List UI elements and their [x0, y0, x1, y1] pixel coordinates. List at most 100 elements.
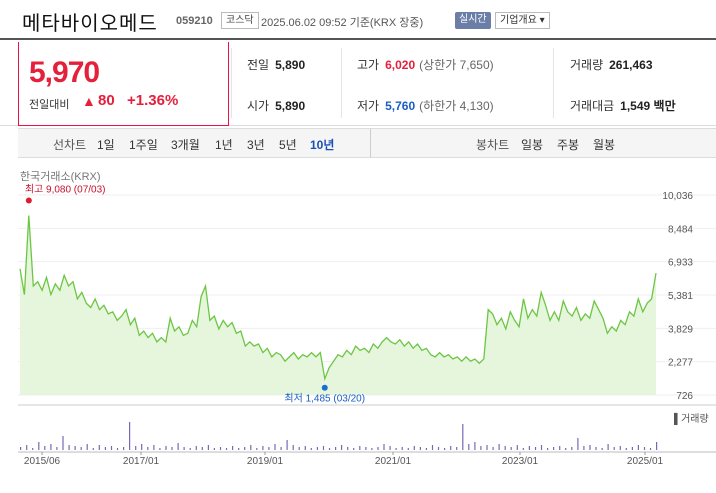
volume-bar [183, 447, 185, 450]
volume-bar [195, 446, 197, 450]
volume-bar [401, 447, 403, 450]
low-label: 최저 1,485 (03/20) [284, 393, 365, 405]
volume-bar [365, 447, 367, 450]
volume-bar [171, 447, 173, 450]
volume-bar [201, 447, 203, 450]
period-1d[interactable]: 1일 [97, 138, 115, 152]
volume-bar [80, 447, 82, 450]
candle-monthly[interactable]: 월봉 [593, 138, 616, 152]
high-marker [25, 197, 32, 204]
volume-bar [504, 446, 506, 450]
up-arrow-icon: ▲ [82, 93, 96, 109]
corp-info-dropdown[interactable]: 기업개요 ▾ [495, 12, 550, 29]
volume-bar [547, 448, 549, 450]
volume-bar [177, 443, 179, 450]
volume-bar [232, 446, 234, 450]
volume-bar [328, 448, 331, 450]
volume-bar [268, 447, 270, 450]
candle-chart-label: 봉차트 [476, 138, 510, 152]
volume-bar [480, 446, 482, 450]
volume-bar [38, 442, 40, 450]
volume-bar [649, 448, 652, 450]
volume-bar [637, 445, 639, 450]
volume-bar [123, 447, 125, 450]
volume-bar [528, 446, 530, 450]
stat-trade-amount: 거래대금 1,549 백만 [570, 99, 676, 113]
volume-bar [286, 440, 288, 450]
period-1w[interactable]: 1주일 [129, 138, 158, 152]
low-marker [321, 384, 328, 391]
candle-daily[interactable]: 일봉 [521, 138, 544, 152]
volume-bar [304, 446, 306, 450]
volume-bar [395, 448, 397, 450]
period-bar: 선차트 1일 1주일 3개월 1년 3년 5년 10년 봉차트 일봉 주봉 월봉 [18, 128, 716, 158]
candle-weekly[interactable]: 주봉 [557, 138, 580, 152]
volume-bar [486, 445, 488, 450]
volume-bar [359, 446, 361, 450]
y-tick-label: 726 [676, 391, 693, 402]
x-tick-label: 2023/01 [502, 456, 539, 467]
volume-bar [322, 446, 325, 450]
stat-open: 시가 5,890 [247, 99, 306, 113]
volume-bar [68, 445, 70, 450]
volume-bar [238, 448, 240, 450]
change-rate: +1.36% [127, 92, 179, 109]
volume-bar [583, 446, 585, 450]
period-5y[interactable]: 5년 [279, 138, 297, 152]
volume-bar [165, 446, 167, 450]
volume-bar [104, 447, 106, 450]
volume-bar [335, 447, 337, 450]
volume-bar [553, 447, 555, 450]
y-tick-label: 5,381 [668, 291, 693, 302]
volume-bar [444, 448, 446, 450]
price-line [19, 215, 657, 382]
volume-bar [522, 448, 524, 450]
realtime-button[interactable]: 실시간 [455, 12, 491, 29]
volume-bar [413, 446, 415, 450]
volume-bar [316, 447, 318, 450]
volume-bar [98, 445, 100, 450]
volume-bar [141, 444, 143, 450]
stat-low: 저가 5,760 (하한가 4,130) [357, 99, 494, 113]
divider [231, 48, 232, 118]
volume-bar [419, 447, 421, 450]
period-3y[interactable]: 3년 [247, 138, 265, 152]
line-chart-label: 선차트 [53, 138, 87, 152]
volume-bar [219, 447, 222, 450]
period-1y[interactable]: 1년 [215, 138, 233, 152]
volume-bar [159, 448, 161, 450]
period-3m[interactable]: 3개월 [171, 138, 200, 152]
volume-bar [153, 445, 155, 450]
y-tick-label: 10,036 [662, 191, 693, 202]
volume-bar [656, 442, 658, 450]
volume-bar [189, 448, 191, 450]
volume-bar [510, 447, 512, 450]
volume-bar [50, 444, 52, 450]
y-tick-label: 6,933 [668, 258, 693, 269]
volume-bar [129, 422, 131, 450]
volume-bar [250, 445, 252, 450]
volume-bar [431, 445, 434, 450]
volume-bar [262, 446, 264, 450]
price-summary [0, 42, 716, 126]
volume-bar [110, 446, 113, 450]
volume-legend: ▌거래량 [674, 414, 709, 425]
period-10y[interactable]: 10년 [310, 138, 335, 152]
divider [370, 129, 371, 157]
volume-bar [280, 447, 282, 450]
volume-bar [559, 446, 561, 450]
price-chart: 2015/06 2017/01 2019/01 2021/01 2023/01 2025/… [18, 184, 716, 467]
volume-bar [347, 447, 349, 450]
volume-bar [516, 445, 518, 450]
volume-bar [353, 448, 355, 450]
volume-bar [407, 448, 409, 450]
volume-bar [32, 448, 34, 450]
quote-timestamp: 2025.06.02 09:52 기준(KRX 장중) [261, 17, 424, 29]
volume-bar [589, 445, 591, 450]
y-tick-label: 8,484 [668, 224, 693, 235]
current-price: 5,970 [29, 56, 100, 89]
volume-bar [44, 446, 46, 450]
data-source: 한국거래소(KRX) [20, 171, 101, 183]
stock-header: 메타바이오메드 059210 코스닥 2025.06.02 09:52 기준(K… [0, 0, 716, 40]
volume-bar [595, 447, 597, 450]
